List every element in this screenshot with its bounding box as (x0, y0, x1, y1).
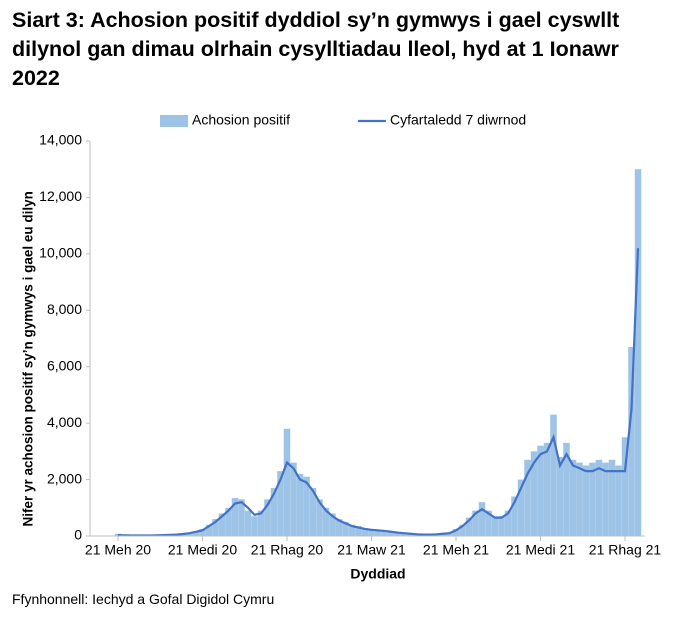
bar (186, 532, 193, 536)
bar (199, 528, 206, 536)
bar (283, 428, 291, 536)
bar (381, 530, 388, 536)
bar (563, 442, 570, 536)
bar (530, 451, 538, 536)
bar (576, 462, 583, 536)
x-tick-label: 21 Maw 21 (337, 542, 406, 558)
chart-title: Siart 3: Achosion positif dyddiol sy’n g… (12, 8, 620, 90)
x-tick-label: 21 Rhag 20 (251, 542, 324, 558)
y-tick-label: 12,000 (39, 188, 82, 204)
bar (608, 459, 616, 536)
bar (543, 442, 551, 536)
bar (192, 530, 200, 536)
bar (244, 510, 252, 536)
bar (290, 462, 297, 536)
bar (348, 524, 356, 536)
y-tick-label: 4,000 (47, 414, 82, 430)
x-tick-label: 21 Rhag 21 (589, 542, 662, 558)
bar (303, 476, 310, 536)
bar (595, 459, 603, 536)
bar (374, 529, 382, 536)
bar (251, 516, 258, 536)
bar (387, 531, 395, 536)
bar (238, 499, 245, 536)
bar (452, 528, 460, 536)
y-tick-label: 0 (74, 527, 82, 543)
bar (459, 524, 466, 536)
bar (524, 459, 531, 536)
bar (556, 457, 564, 536)
bar (400, 532, 408, 536)
bar (218, 513, 226, 536)
bar (205, 524, 213, 536)
bar (550, 414, 557, 536)
y-tick-label: 14,000 (39, 132, 82, 148)
bar (309, 488, 317, 536)
bar (615, 465, 622, 536)
bar (465, 517, 473, 536)
x-tick-label: 21 Medi 21 (506, 542, 575, 558)
bar (355, 526, 362, 536)
bar (602, 462, 609, 536)
legend-label: Cyfartaledd 7 diwrnod (390, 112, 526, 128)
bar (628, 346, 635, 536)
legend-label: Achosion positif (192, 112, 290, 128)
bar (517, 479, 525, 536)
bar (212, 519, 219, 536)
bar (114, 533, 122, 536)
bar (329, 513, 336, 536)
bar (361, 528, 369, 536)
bar (335, 519, 343, 536)
y-tick-label: 6,000 (47, 357, 82, 373)
bar (504, 510, 512, 536)
bar (225, 507, 232, 536)
x-tick-label: 21 Meh 21 (423, 542, 489, 558)
x-axis-label: Dyddiad (350, 566, 405, 582)
bar (394, 532, 401, 536)
bar (316, 499, 323, 536)
x-tick-label: 21 Medi 20 (168, 542, 237, 558)
bar (368, 528, 375, 536)
bar (472, 510, 479, 536)
bar (322, 507, 330, 536)
bar (634, 169, 642, 536)
bar (491, 516, 499, 536)
bar (231, 497, 239, 536)
bar (569, 459, 577, 536)
bar (446, 532, 453, 536)
y-tick-label: 10,000 (39, 245, 82, 261)
bar (537, 445, 544, 536)
bar (589, 462, 596, 536)
bar (264, 499, 271, 536)
bar (270, 488, 278, 536)
bar (511, 496, 518, 536)
x-tick-label: 21 Meh 20 (85, 542, 151, 558)
y-tick-label: 2,000 (47, 470, 82, 486)
bar (277, 471, 284, 536)
bar (257, 510, 265, 536)
bar (582, 465, 590, 536)
bar (498, 516, 505, 536)
source-note: Ffynhonnell: Iechyd a Gofal Digidol Cymr… (12, 591, 275, 607)
y-tick-label: 8,000 (47, 301, 82, 317)
legend-swatch (160, 115, 188, 127)
bar (621, 437, 629, 536)
bar (478, 502, 486, 536)
bar (485, 510, 492, 536)
line (117, 248, 640, 537)
bar (342, 521, 349, 536)
bar (296, 473, 304, 536)
